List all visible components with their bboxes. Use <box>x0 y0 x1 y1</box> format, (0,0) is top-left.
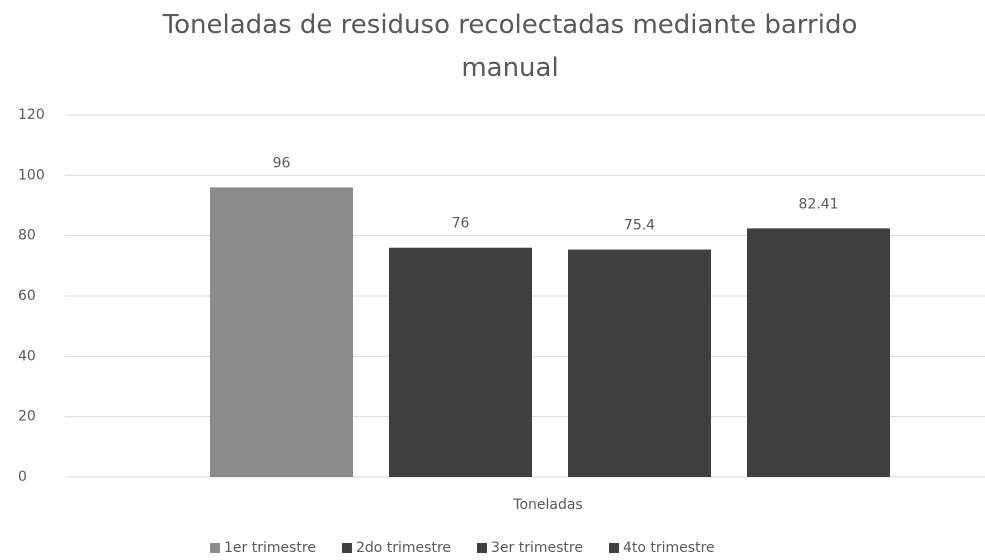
bar <box>747 228 890 477</box>
bar <box>389 247 532 477</box>
legend-label: 4to trimestre <box>623 540 715 556</box>
value-label: 82.41 <box>798 196 838 212</box>
y-tick-label: 80 <box>18 228 36 244</box>
legend-swatch <box>210 543 220 553</box>
y-tick-label: 100 <box>18 167 45 183</box>
value-label: 96 <box>273 155 291 171</box>
legend-label: 1er trimestre <box>224 540 316 556</box>
x-tick-label: Toneladas <box>512 497 582 513</box>
y-tick-label: 40 <box>18 348 36 364</box>
legend-swatch <box>608 543 619 553</box>
y-tick-label: 60 <box>18 288 36 304</box>
y-tick-label: 20 <box>18 409 36 425</box>
chart-title: Toneladas de residuso recolectadas media… <box>162 10 858 83</box>
legend-label: 3er trimestre <box>491 540 583 556</box>
legend-swatch <box>477 543 488 553</box>
y-tick-label: 0 <box>18 469 27 485</box>
bar <box>568 249 711 477</box>
value-label: 75.4 <box>624 218 655 234</box>
legend-label: 2do trimestre <box>356 540 451 556</box>
legend-swatch <box>341 543 352 553</box>
bar <box>210 187 353 477</box>
value-label: 76 <box>452 216 470 232</box>
y-tick-label: 120 <box>18 107 45 123</box>
